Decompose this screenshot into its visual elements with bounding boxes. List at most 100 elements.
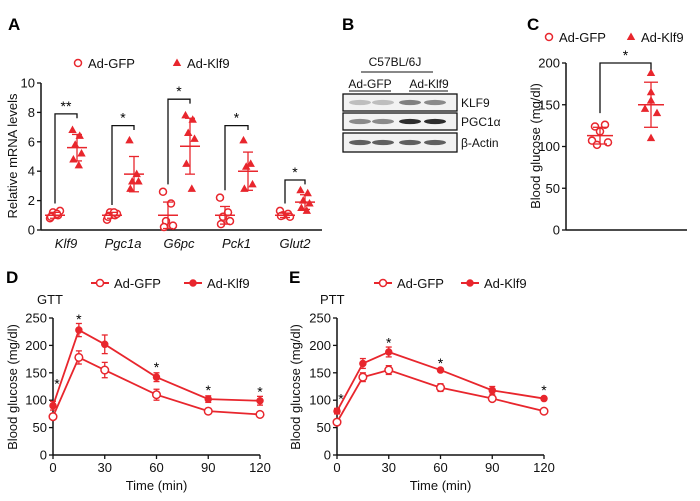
panel-label-c: C xyxy=(527,15,539,34)
legend-label-klf9: Ad-Klf9 xyxy=(207,276,250,291)
significance-star: * xyxy=(623,47,629,63)
legend-label-klf9: Ad-Klf9 xyxy=(187,56,230,71)
blot-row-klf9: KLF9 xyxy=(461,96,490,110)
y-tick-label: 0 xyxy=(40,448,47,463)
chart-d: Ad-GFP Ad-Klf9 GTT 0 50 100 150 200 250 0 30 60 90 12… xyxy=(5,276,271,493)
data-point xyxy=(590,122,600,131)
data-point xyxy=(74,160,83,169)
x-tick-label: 60 xyxy=(433,460,447,475)
y-tick-label: 10 xyxy=(21,76,35,91)
panel-label-b: B xyxy=(342,15,354,34)
data-point xyxy=(49,401,57,410)
significance-star: * xyxy=(541,382,547,398)
data-point xyxy=(100,365,110,375)
data-point xyxy=(187,184,196,192)
blot-band xyxy=(349,139,371,146)
x-axis-label: Time (min) xyxy=(410,478,472,493)
significance-star: * xyxy=(292,164,298,180)
data-point xyxy=(134,176,143,185)
data-point xyxy=(652,108,662,117)
legend-marker-gfp xyxy=(73,58,83,68)
y-tick-label: 200 xyxy=(25,338,47,353)
blot-row-pgc1a: PGC1α xyxy=(461,115,501,129)
category-label: Pgc1a xyxy=(105,236,142,251)
data-point xyxy=(385,348,393,356)
data-point xyxy=(302,206,311,214)
significance-star: * xyxy=(76,311,82,327)
x-tick-label: 0 xyxy=(49,460,56,475)
series-line-klf9 xyxy=(52,328,261,406)
category-label: Klf9 xyxy=(55,236,77,251)
chart-title: PTT xyxy=(320,292,345,307)
significance-bracket xyxy=(54,113,78,204)
data-point xyxy=(255,409,265,419)
data-point xyxy=(358,372,368,382)
significance-bracket xyxy=(111,124,135,206)
data-point xyxy=(152,373,161,381)
blot-band xyxy=(424,118,446,125)
legend-marker-gfp xyxy=(95,278,105,288)
data-point xyxy=(487,394,497,404)
data-point xyxy=(182,159,191,167)
significance-star: * xyxy=(154,359,160,375)
y-tick-label: 4 xyxy=(28,164,35,179)
chart-c: Ad-GFP Ad-Klf9 0 50 100 150 200 Blood glucose (… xyxy=(528,30,687,238)
series-line-gfp xyxy=(336,369,545,423)
data-point xyxy=(646,133,656,142)
y-tick-label: 150 xyxy=(25,365,47,380)
y-tick-label: 0 xyxy=(553,223,560,238)
significance-star: * xyxy=(206,382,212,398)
legend-marker-gfp xyxy=(378,278,388,288)
significance-bracket xyxy=(167,98,191,185)
data-point xyxy=(384,365,394,375)
category-label: G6pc xyxy=(163,236,195,251)
data-point xyxy=(248,179,257,188)
x-tick-label: 90 xyxy=(201,460,215,475)
x-tick-label: 120 xyxy=(533,460,555,475)
series-line-gfp xyxy=(52,356,261,418)
significance-star: ** xyxy=(61,98,72,114)
x-tick-label: 30 xyxy=(98,460,112,475)
y-tick-label: 200 xyxy=(538,56,560,71)
panel-label-d: D xyxy=(6,268,18,287)
data-point xyxy=(75,326,83,334)
data-point xyxy=(151,390,162,400)
data-point xyxy=(71,140,80,148)
data-point xyxy=(540,394,548,403)
legend-label-gfp: Ad-GFP xyxy=(114,276,161,291)
data-point xyxy=(181,110,190,119)
blot-band xyxy=(399,139,421,146)
legend-label-gfp: Ad-GFP xyxy=(397,276,444,291)
data-point xyxy=(359,359,367,368)
panel-label-a: A xyxy=(8,15,20,34)
significance-star: * xyxy=(176,83,182,99)
legend-marker-gfp xyxy=(544,32,554,42)
significance-bracket xyxy=(224,124,249,191)
blot-band xyxy=(424,139,446,146)
data-point xyxy=(215,193,225,202)
legend-marker-klf9 xyxy=(172,58,182,66)
data-point xyxy=(592,140,602,150)
y-tick-label: 0 xyxy=(324,448,331,463)
significance-star: * xyxy=(438,355,444,371)
data-point xyxy=(600,120,610,130)
y-tick-label: 100 xyxy=(538,139,560,154)
category-label: Pck1 xyxy=(222,236,251,251)
y-tick-label: 0 xyxy=(28,223,35,238)
blot-strain-label: C57BL/6J xyxy=(369,55,422,69)
legend-label-gfp: Ad-GFP xyxy=(88,56,135,71)
y-axis-label: Blood glucose (mg/dl) xyxy=(5,324,20,450)
blot-band xyxy=(399,118,421,125)
data-point xyxy=(190,134,199,142)
x-tick-label: 90 xyxy=(485,460,499,475)
blot-group-gfp: Ad-GFP xyxy=(348,77,391,91)
x-tick-label: 120 xyxy=(249,460,271,475)
legend-label-klf9: Ad-Klf9 xyxy=(484,276,527,291)
y-tick-label: 50 xyxy=(33,420,47,435)
data-point xyxy=(435,383,446,393)
data-point xyxy=(256,396,264,405)
data-point xyxy=(239,135,248,144)
y-axis-label: Blood glucose (mg/dl) xyxy=(528,83,543,209)
data-point xyxy=(48,412,58,422)
